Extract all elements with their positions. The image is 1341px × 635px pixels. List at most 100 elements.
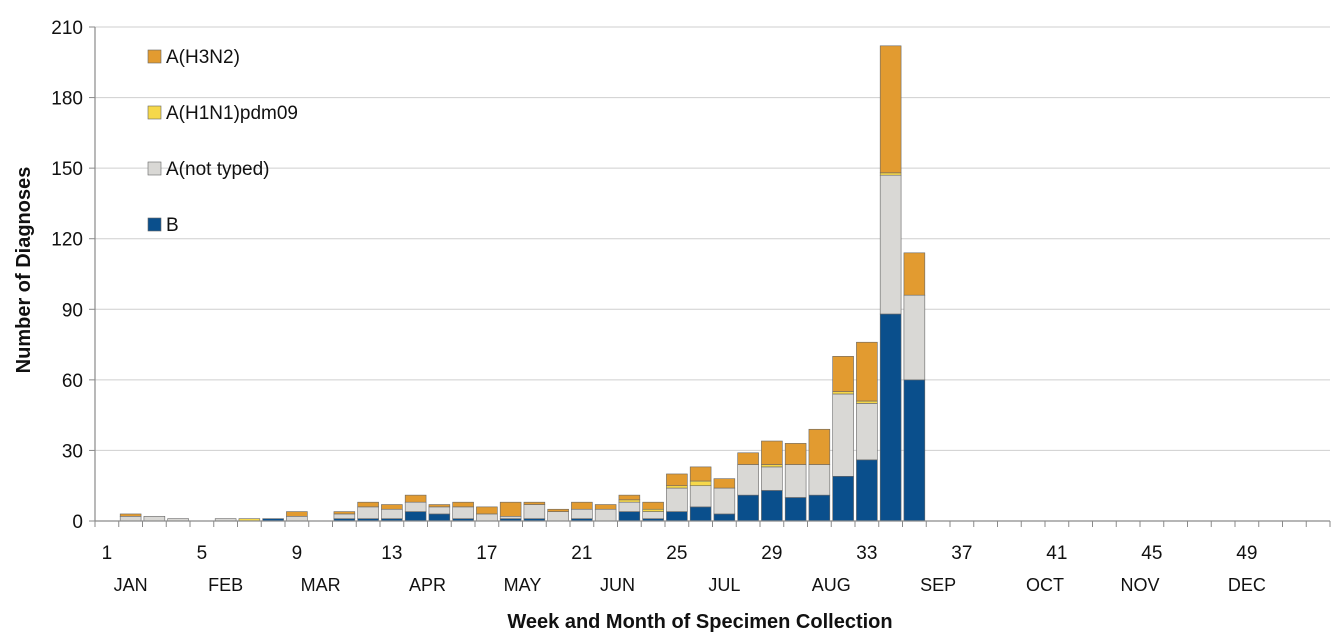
bar-segment <box>737 452 759 465</box>
bar-segment <box>452 501 474 508</box>
bar-segment <box>523 501 546 505</box>
bar-segment <box>856 403 878 461</box>
bar-segment <box>737 464 759 496</box>
bar-segment <box>903 379 926 522</box>
bar-segment <box>856 400 878 404</box>
x-tick-label: 49 <box>1236 543 1257 564</box>
x-tick-label: 41 <box>1046 543 1067 564</box>
bar-segment <box>713 487 736 515</box>
bar-segment <box>642 501 664 510</box>
bar-segment <box>761 440 783 465</box>
bar-segment <box>618 494 641 501</box>
bar-segment <box>381 508 403 519</box>
bar-segment <box>689 466 712 482</box>
bar-segment <box>499 515 522 519</box>
x-tick-label: 9 <box>292 543 303 564</box>
bar-segment <box>119 515 142 522</box>
x-tick-label: 25 <box>666 543 687 564</box>
bar-segment <box>737 494 759 522</box>
bar-segment <box>784 443 807 465</box>
bar-segment <box>832 391 854 395</box>
bar-segment <box>761 464 783 468</box>
x-tick-label: 21 <box>571 543 592 564</box>
bar-segment <box>808 464 831 496</box>
gridlines <box>95 26 1330 451</box>
bar-segment <box>666 511 688 522</box>
bar-segment <box>856 459 878 522</box>
bar-segment <box>784 464 807 498</box>
bar-segment <box>689 485 712 508</box>
bar-segment <box>618 501 641 512</box>
bar-segment <box>286 511 308 517</box>
month-label: FEB <box>208 575 243 595</box>
x-tick-labels: 1 5 9 13 17 21 25 29 33 37 41 45 49 <box>102 543 1258 564</box>
bar-segment <box>666 473 688 487</box>
bar-segment <box>879 172 902 176</box>
bar-segment <box>832 356 854 392</box>
y-tick-label: 90 <box>62 300 83 321</box>
y-tick-label: 180 <box>51 89 83 110</box>
axes <box>89 26 1331 527</box>
bar-segment <box>594 504 617 510</box>
bar-segment <box>523 504 546 519</box>
bar-segment <box>689 506 712 522</box>
bar-segment <box>357 506 379 519</box>
legend-swatch <box>147 161 162 176</box>
legend-label: B <box>166 215 179 236</box>
bar-segment <box>689 480 712 487</box>
y-tick-label: 30 <box>62 441 83 462</box>
legend-label: A(H1N1)pdm09 <box>166 103 298 124</box>
legend-label: A(H3N2) <box>166 47 240 68</box>
bar-segment <box>642 511 664 519</box>
legend-label: A(not typed) <box>166 159 270 180</box>
bar-segment <box>784 497 807 522</box>
bar-segment <box>571 508 593 519</box>
bar-segment <box>476 513 498 522</box>
bar-segment <box>404 494 427 503</box>
x-tick-label: 1 <box>102 543 113 564</box>
month-label: NOV <box>1120 575 1159 595</box>
month-label: JAN <box>114 575 148 595</box>
legend: A(H3N2) A(H1N1)pdm09 A(not typed) B <box>147 47 298 236</box>
bar-segment <box>357 501 379 508</box>
bar-segment <box>903 252 926 296</box>
bar-segment <box>404 501 427 512</box>
bar-segment <box>547 511 569 522</box>
x-axis-title: Week and Month of Specimen Collection <box>507 611 892 633</box>
bar-segment <box>642 508 664 512</box>
bar-segment <box>452 506 474 519</box>
bar-segment <box>594 508 617 522</box>
month-label: DEC <box>1228 575 1266 595</box>
month-label: APR <box>409 575 446 595</box>
y-tick-label: 0 <box>72 512 83 533</box>
month-labels: JAN FEB MAR APR MAY JUN JUL AUG SEP OCT NOV DEC <box>114 575 1266 595</box>
bar-segment <box>713 513 736 522</box>
bar-segment <box>404 511 427 522</box>
y-axis-title: Number of Diagnoses <box>13 167 35 374</box>
month-label: JUN <box>600 575 635 595</box>
bar-segment <box>381 504 403 510</box>
bar-segment <box>832 393 854 477</box>
x-tick-label: 5 <box>197 543 208 564</box>
bar-segment <box>808 428 831 465</box>
bar-segment <box>119 513 142 517</box>
bar-segment <box>808 494 831 522</box>
bar-segment <box>428 506 451 515</box>
month-label: OCT <box>1026 575 1064 595</box>
month-label: JUL <box>708 575 740 595</box>
y-tick-label: 120 <box>51 230 83 251</box>
bar-segment <box>571 501 593 510</box>
x-tick-label: 37 <box>951 543 972 564</box>
bar-segment <box>333 511 356 515</box>
x-tick-label: 17 <box>476 543 497 564</box>
bar-segment <box>143 515 166 522</box>
y-tick-label: 150 <box>51 159 83 180</box>
bar-segment <box>618 499 641 503</box>
bar-segment <box>428 504 451 508</box>
legend-swatch <box>147 105 162 120</box>
x-tick-label: 45 <box>1141 543 1162 564</box>
month-label: MAR <box>301 575 341 595</box>
bar-segment <box>903 294 926 381</box>
month-label: SEP <box>920 575 956 595</box>
